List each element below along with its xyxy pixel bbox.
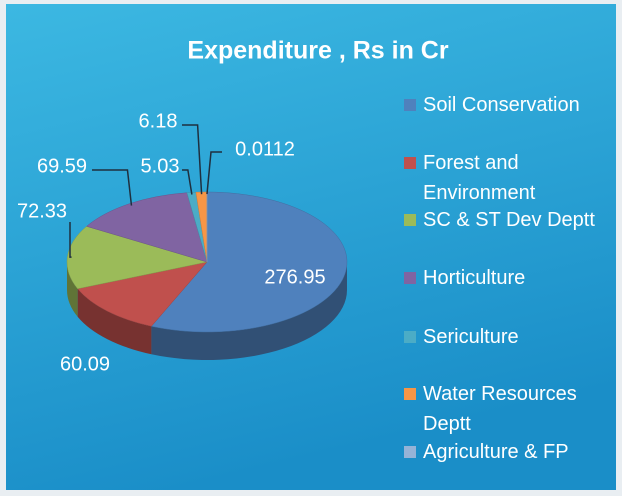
legend-swatch [404, 446, 416, 458]
legend-label: Agriculture & FP [423, 441, 569, 463]
data-label: 0.0112 [235, 138, 295, 160]
data-label: 5.03 [141, 155, 180, 177]
leader-line [206, 151, 222, 195]
legend-label: SC & ST Dev Deptt [423, 209, 595, 231]
legend-swatch [404, 99, 416, 111]
legend-label: Water Resources Deptt [423, 383, 577, 435]
legend-item: Forest and Environment [404, 148, 614, 208]
slice [66, 226, 208, 290]
legend-swatch [404, 388, 416, 400]
leader-line [182, 124, 203, 195]
legend-item: Agriculture & FP [404, 437, 614, 467]
slice [150, 191, 348, 333]
legend-item: Horticulture [404, 263, 614, 293]
legend-item: SC & ST Dev Deptt [404, 205, 614, 235]
legend-label: Horticulture [423, 267, 526, 289]
legend-label: Forest and Environment [423, 152, 536, 204]
leader-line [182, 169, 193, 195]
slice-side [77, 288, 152, 355]
legend-item: Water Resources Deptt [404, 379, 614, 439]
legend-label: Soil Conservation [423, 94, 580, 116]
legend-swatch [404, 272, 416, 284]
slice [77, 261, 208, 327]
data-label: 72.33 [17, 200, 67, 222]
data-label: 60.09 [60, 353, 110, 375]
leader-line [92, 169, 133, 206]
legend-swatch [404, 331, 416, 343]
leader-line [69, 222, 72, 258]
data-label: 69.59 [37, 155, 87, 177]
legend-item: Sericulture [404, 322, 614, 352]
legend-swatch [404, 157, 416, 169]
legend-label: Sericulture [423, 326, 519, 348]
data-label: 276.95 [264, 266, 325, 288]
legend-swatch [404, 214, 416, 226]
chart-title: Expenditure , Rs in Cr [187, 37, 448, 65]
legend-item: Soil Conservation [404, 90, 614, 120]
slice-side [151, 262, 347, 361]
slice [86, 192, 208, 263]
data-label: 6.18 [139, 110, 178, 132]
